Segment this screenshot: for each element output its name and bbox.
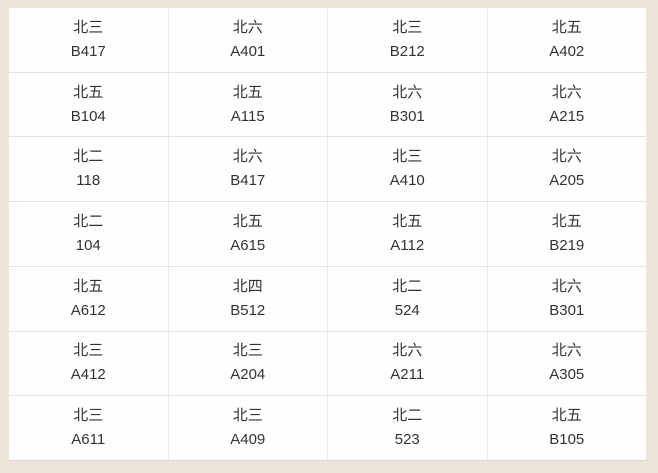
room-cell: 北三 B212 xyxy=(328,8,488,72)
room-cell: 北三 B417 xyxy=(9,8,169,72)
table-row: 北五 B104 北五 A115 北六 B301 北六 A215 xyxy=(9,71,647,137)
room-number: A401 xyxy=(230,42,266,60)
building-name: 北五 xyxy=(551,407,582,425)
building-name: 北五 xyxy=(73,83,104,101)
room-cell: 北四 B512 xyxy=(169,266,328,331)
building-name: 北六 xyxy=(551,83,582,101)
room-cell: 北三 A410 xyxy=(328,137,488,202)
table-row: 北三 B417 北六 A401 北三 B212 北五 A402 xyxy=(9,8,646,72)
room-cell: 北五 B105 xyxy=(488,396,647,460)
building-name: 北五 xyxy=(73,277,104,295)
building-name: 北六 xyxy=(232,18,263,36)
building-name: 北六 xyxy=(551,148,582,166)
room-number: A410 xyxy=(389,172,425,190)
room-number: A612 xyxy=(70,301,106,319)
room-number: A615 xyxy=(230,237,266,255)
room-cell: 北三 A204 xyxy=(169,331,328,396)
room-number: 104 xyxy=(75,237,101,255)
room-cell: 北六 B301 xyxy=(328,72,488,137)
room-cell: 北六 A205 xyxy=(488,137,647,201)
building-name: 北六 xyxy=(232,148,263,166)
building-name: 北五 xyxy=(232,83,263,101)
room-number: A611 xyxy=(71,431,106,449)
table-row: 北三 A611 北三 A409 北二 523 北五 B105 xyxy=(9,395,647,461)
room-number: A211 xyxy=(390,366,425,384)
building-name: 北二 xyxy=(392,407,423,425)
room-number: B301 xyxy=(389,107,425,125)
room-cell: 北六 B301 xyxy=(488,267,647,331)
building-name: 北五 xyxy=(551,18,582,36)
room-cell: 北五 B104 xyxy=(9,72,169,137)
room-number: 524 xyxy=(394,301,420,319)
table-row: 北五 A612 北四 B512 北二 524 北六 B301 xyxy=(9,265,647,331)
room-number: B212 xyxy=(389,42,425,60)
room-number: 523 xyxy=(394,431,420,449)
building-name: 北二 xyxy=(73,213,104,231)
room-cell: 北三 A412 xyxy=(9,331,169,396)
building-name: 北三 xyxy=(232,407,263,425)
room-cell: 北二 524 xyxy=(328,266,488,331)
room-number: 118 xyxy=(76,172,101,190)
building-name: 北三 xyxy=(392,148,423,166)
building-name: 北五 xyxy=(551,213,582,231)
room-number: A305 xyxy=(549,366,585,384)
room-cell: 北五 A402 xyxy=(488,8,647,72)
room-cell: 北五 A615 xyxy=(169,202,328,266)
building-name: 北六 xyxy=(551,342,582,360)
room-assignment-table: 北三 B417 北六 A401 北三 B212 北五 A402 北五 B104 … xyxy=(9,8,646,461)
room-cell: 北六 B417 xyxy=(169,137,328,202)
room-number: A115 xyxy=(230,107,265,125)
room-number: B105 xyxy=(549,431,585,449)
room-number: A409 xyxy=(230,431,266,449)
room-cell: 北六 A305 xyxy=(488,332,647,396)
room-cell: 北三 A409 xyxy=(169,396,328,461)
building-name: 北三 xyxy=(73,407,104,425)
table-row: 北二 104 北五 A615 北五 A112 北五 B219 xyxy=(9,201,646,266)
building-name: 北五 xyxy=(392,213,423,231)
room-cell: 北二 104 xyxy=(9,202,169,266)
building-name: 北三 xyxy=(392,18,423,36)
room-number: B417 xyxy=(230,172,266,190)
building-name: 北三 xyxy=(232,342,263,360)
building-name: 北四 xyxy=(232,277,263,295)
room-cell: 北六 A215 xyxy=(488,73,647,137)
room-number: A402 xyxy=(549,42,585,60)
room-number: B301 xyxy=(549,301,585,319)
room-number: A112 xyxy=(390,237,425,255)
building-name: 北六 xyxy=(551,277,582,295)
room-cell: 北三 A611 xyxy=(9,396,169,461)
building-name: 北六 xyxy=(392,83,423,101)
room-cell: 北五 A115 xyxy=(169,72,328,137)
table-row: 北三 A412 北三 A204 北六 A211 北六 A305 xyxy=(9,330,647,396)
room-number: B417 xyxy=(70,42,106,60)
room-number: B219 xyxy=(549,237,585,255)
building-name: 北三 xyxy=(73,342,104,360)
building-name: 北二 xyxy=(73,148,104,166)
building-name: 北五 xyxy=(232,213,263,231)
building-name: 北六 xyxy=(392,342,423,360)
room-number: B104 xyxy=(70,107,106,125)
room-number: A215 xyxy=(549,107,585,125)
room-number: A205 xyxy=(549,172,585,190)
room-cell: 北五 A612 xyxy=(9,266,169,331)
room-cell: 北二 523 xyxy=(328,396,488,461)
building-name: 北三 xyxy=(73,18,104,36)
room-number: A204 xyxy=(230,366,266,384)
room-cell: 北六 A211 xyxy=(328,331,488,396)
room-number: A412 xyxy=(70,366,106,384)
room-cell: 北六 A401 xyxy=(169,8,328,72)
building-name: 北二 xyxy=(392,277,423,295)
room-cell: 北二 118 xyxy=(9,137,169,202)
table-row: 北二 118 北六 B417 北三 A410 北六 A205 xyxy=(9,136,647,202)
room-number: B512 xyxy=(230,301,266,319)
room-cell: 北五 A112 xyxy=(328,202,488,266)
room-cell: 北五 B219 xyxy=(488,202,647,266)
